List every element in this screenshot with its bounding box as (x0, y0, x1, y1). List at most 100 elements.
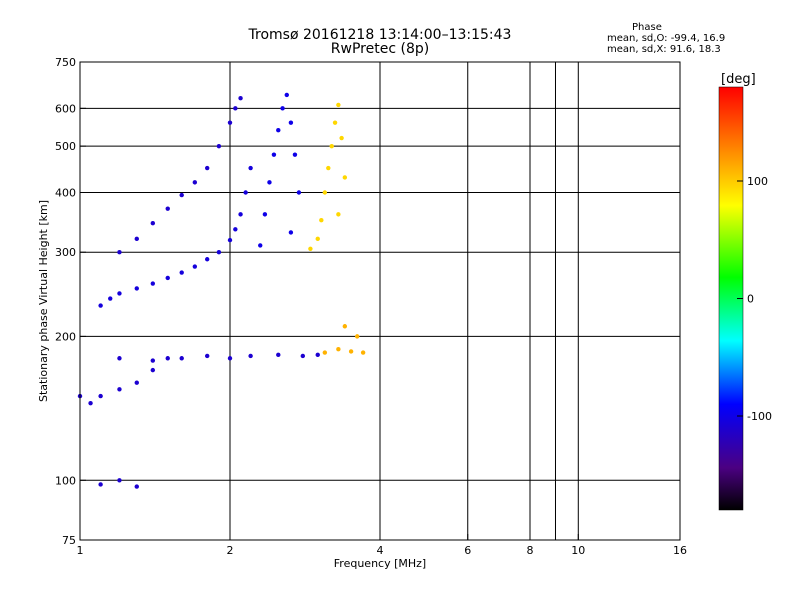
y-tick-label: 200 (55, 330, 76, 343)
data-point-x_f_spread (332, 120, 338, 125)
x-axis-label: Frequency [MHz] (334, 557, 426, 570)
data-point-o_e_region (227, 356, 233, 361)
data-point-o_e_region (315, 352, 320, 358)
data-point-o_f_spread (276, 127, 281, 133)
data-point-o_f_spread (292, 152, 298, 157)
data-point-o_e_region (204, 353, 210, 359)
data-point-o_f_layer (179, 270, 184, 275)
data-point-o_f_upper (233, 106, 238, 111)
data-point-x_f_spread (308, 246, 313, 251)
data-point-o_e_region (300, 353, 306, 359)
data-point-o_f_upper (216, 143, 222, 149)
data-point-o_f_layer (117, 291, 122, 296)
x-tick-label: 16 (673, 544, 687, 557)
data-point-o_low_layer (98, 393, 103, 399)
y-tick-label: 75 (62, 534, 76, 547)
data-point-o_f_spread (280, 106, 285, 111)
y-tick-label: 300 (55, 246, 76, 259)
data-point-x_f_spread (336, 102, 341, 108)
data-point-o_f_layer (227, 237, 233, 243)
data-point-o_f_upper (117, 250, 122, 255)
x-tick-label: 10 (571, 544, 585, 557)
data-point-o_f_spread (258, 243, 263, 248)
data-point-o_f_layer (233, 227, 238, 232)
data-point-x_f_spread (315, 236, 320, 242)
data-point-o_f_upper (227, 120, 233, 125)
data-point-x_f_spread (319, 218, 324, 223)
x-axis-ticks: 1 2 4 6 8 10 16 (77, 534, 687, 557)
data-point-x_e_region (354, 334, 360, 339)
data-point-o_f_spread (271, 152, 277, 157)
data-point-o_low_layer (134, 380, 139, 385)
data-point-o_f_layer (216, 250, 222, 255)
data-point-o_f_layer (134, 286, 139, 291)
data-point-o_f_upper (238, 95, 243, 101)
data-point-x_e_region (342, 324, 348, 329)
data-point-o_f_layer (165, 275, 170, 281)
x-tick-label: 4 (377, 544, 384, 557)
data-point-o_f_layer (204, 257, 210, 262)
data-point-x_e_region (348, 349, 354, 354)
data-point-o_e_region (248, 353, 253, 359)
data-point-o_f_spread (262, 212, 268, 217)
data-point-o_f_layer (243, 190, 248, 195)
colorbar-tick-label: -100 (747, 410, 772, 423)
data-point-o_low_layer (165, 356, 170, 361)
data-point-o_f_spread (296, 190, 302, 195)
data-point-o_e_region (150, 358, 156, 363)
chart-subtitle: RwPretec (8p) (330, 41, 430, 57)
y-axis-ticks: 75 100 200 300 400 500 600 750 (55, 56, 86, 547)
data-point-o_f_upper (150, 221, 156, 226)
data-point-o_f_layer (192, 264, 198, 269)
data-point-o_f_upper (165, 206, 170, 211)
data-point-x_f_spread (326, 165, 331, 171)
x-tick-label: 1 (77, 544, 84, 557)
y-tick-label: 600 (55, 102, 76, 115)
y-tick-label: 400 (55, 186, 76, 199)
chart-title: Tromsø 20161218 13:14:00–13:15:43 (248, 27, 512, 43)
data-point-o_f_spread (288, 230, 294, 235)
x-tick-label: 6 (464, 544, 471, 557)
x-tick-label: 2 (227, 544, 234, 557)
scatter-points (77, 92, 366, 489)
phase-stats-o: mean, sd,O: -99.4, 16.9 (607, 33, 726, 44)
y-tick-label: 100 (55, 474, 76, 487)
data-point-x_e_region (322, 350, 328, 355)
data-point-o_low_layer (150, 367, 156, 373)
data-point-o_f_spread (288, 120, 294, 125)
x-tick-label: 8 (527, 544, 534, 557)
y-tick-label: 750 (55, 56, 76, 69)
data-point-o_f_layer (150, 281, 156, 286)
data-point-x_e_region (360, 350, 366, 355)
data-point-x_f_spread (329, 143, 334, 149)
data-point-o_low_layer (98, 482, 103, 487)
y-tick-label: 500 (55, 140, 76, 153)
data-point-o_f_upper (134, 236, 139, 242)
data-point-o_low_layer (134, 484, 139, 489)
data-point-x_e_region (336, 347, 341, 352)
colorbar-tick-label: 100 (747, 175, 768, 188)
data-point-x_f_spread (336, 212, 341, 217)
phase-stats-label: Phase (632, 22, 662, 33)
data-point-o_f_layer (238, 212, 243, 217)
data-point-o_e_region (276, 352, 281, 358)
data-point-o_low_layer (88, 400, 93, 406)
data-point-o_f_layer (98, 303, 103, 308)
data-point-o_f_upper (192, 180, 198, 185)
data-point-x_f_spread (339, 135, 344, 141)
data-point-o_f_spread (284, 92, 289, 98)
phase-stats-x: mean, sd,X: 91.6, 18.3 (607, 44, 721, 55)
data-point-o_f_layer (108, 296, 113, 301)
grid-lines (80, 62, 680, 540)
colorbar-tick-label: 0 (747, 293, 754, 306)
data-point-x_f_spread (342, 175, 348, 180)
y-axis-label: Stationary phase Virtual Height [km] (37, 200, 50, 402)
data-point-o_f_layer (248, 165, 253, 171)
data-point-o_low_layer (117, 478, 122, 483)
data-point-o_f_upper (204, 165, 210, 171)
data-point-o_low_layer (117, 387, 122, 392)
data-point-o_f_upper (179, 192, 184, 198)
data-point-x_f_spread (322, 190, 328, 195)
colorbar-ticks: 100 0 -100 (737, 175, 772, 423)
